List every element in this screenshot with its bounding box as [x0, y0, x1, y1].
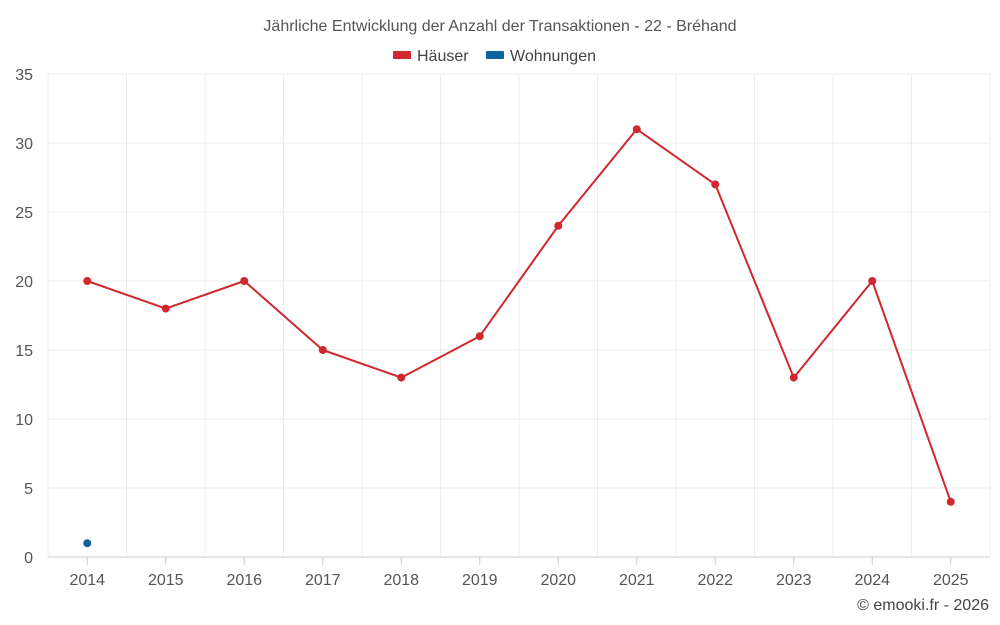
legend-swatch-hauser	[393, 51, 411, 59]
data-point-hauser[interactable]	[946, 497, 955, 506]
data-point-hauser[interactable]	[475, 332, 484, 341]
y-tick-label: 15	[15, 343, 33, 360]
chart-title: Jährliche Entwicklung der Anzahl der Tra…	[263, 18, 736, 35]
data-point-hauser[interactable]	[161, 304, 170, 313]
y-tick-label: 10	[15, 412, 33, 429]
grid	[47, 73, 991, 558]
data-point-hauser[interactable]	[318, 346, 327, 354]
plot-area	[83, 125, 955, 548]
data-point-hauser[interactable]	[868, 277, 877, 285]
y-tick-label: 20	[15, 274, 33, 291]
x-tick-label: 2014	[69, 572, 105, 589]
data-point-hauser[interactable]	[83, 277, 92, 285]
x-tick-label: 2021	[619, 572, 655, 589]
x-tick-label: 2016	[226, 572, 262, 589]
data-point-hauser[interactable]	[397, 373, 406, 382]
x-tick-label: 2019	[462, 572, 498, 589]
y-tick-label: 30	[15, 136, 33, 153]
legend-label-hauser[interactable]: Häuser	[417, 48, 469, 65]
y-tick-label: 5	[24, 481, 33, 498]
x-tick-label: 2025	[933, 572, 969, 589]
data-point-hauser[interactable]	[789, 373, 798, 382]
x-tick-label: 2017	[305, 572, 341, 589]
data-point-hauser[interactable]	[240, 277, 249, 285]
data-point-hauser[interactable]	[554, 221, 563, 230]
x-tick-label: 2023	[776, 572, 812, 589]
y-tick-label: 25	[15, 205, 33, 222]
legend: Häuser Wohnungen	[393, 48, 596, 65]
x-tick-label: 2015	[148, 572, 184, 589]
x-tick-label: 2022	[697, 572, 733, 589]
x-tick-label: 2018	[383, 572, 419, 589]
legend-swatch-wohnungen	[486, 51, 504, 59]
data-point-hauser[interactable]	[632, 125, 641, 134]
legend-label-wohnungen[interactable]: Wohnungen	[510, 48, 596, 65]
data-point-wohnungen[interactable]	[83, 539, 92, 548]
x-tick-label: 2020	[540, 572, 576, 589]
credit-text: © emooki.fr - 2026	[857, 597, 989, 614]
y-tick-label: 0	[24, 550, 33, 567]
data-point-hauser[interactable]	[711, 180, 720, 189]
y-tick-label: 35	[15, 67, 33, 84]
series-line-hauser	[86, 128, 952, 503]
x-tick-label: 2024	[854, 572, 890, 589]
